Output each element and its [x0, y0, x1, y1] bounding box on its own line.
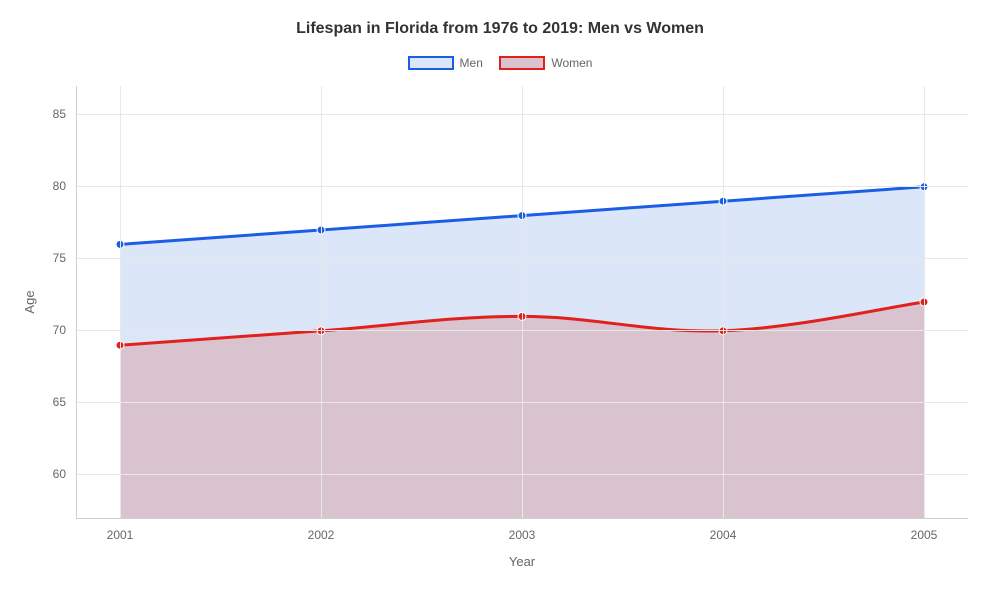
y-tick-label: 80	[53, 179, 66, 193]
grid-line-v	[522, 86, 523, 518]
grid-line-v	[120, 86, 121, 518]
x-tick-label: 2001	[107, 528, 134, 542]
x-tick-label: 2004	[710, 528, 737, 542]
legend-label-women: Women	[551, 56, 592, 70]
x-axis-line	[76, 518, 968, 519]
y-tick-label: 75	[53, 251, 66, 265]
grid-line-v	[723, 86, 724, 518]
chart-container: Lifespan in Florida from 1976 to 2019: M…	[0, 0, 1000, 600]
grid-line-v	[321, 86, 322, 518]
chart-title: Lifespan in Florida from 1976 to 2019: M…	[0, 20, 1000, 38]
y-tick-label: 60	[53, 467, 66, 481]
x-axis-label: Year	[509, 554, 535, 569]
x-tick-label: 2005	[911, 528, 938, 542]
grid-line-h	[76, 258, 968, 259]
y-tick-label: 70	[53, 323, 66, 337]
legend-item-women[interactable]: Women	[499, 56, 592, 70]
legend-swatch-men	[408, 56, 454, 70]
grid-line-h	[76, 186, 968, 187]
grid-line-h	[76, 402, 968, 403]
y-axis-line	[76, 86, 77, 518]
y-tick-label: 65	[53, 395, 66, 409]
x-tick-label: 2002	[308, 528, 335, 542]
chart-legend: Men Women	[0, 56, 1000, 75]
legend-label-men: Men	[460, 56, 483, 70]
x-tick-label: 2003	[509, 528, 536, 542]
plot-area	[76, 86, 968, 518]
y-axis-label: Age	[22, 290, 37, 313]
grid-line-h	[76, 474, 968, 475]
y-tick-label: 85	[53, 107, 66, 121]
grid-line-v	[924, 86, 925, 518]
legend-swatch-women	[499, 56, 545, 70]
grid-line-h	[76, 114, 968, 115]
grid-line-h	[76, 330, 968, 331]
legend-item-men[interactable]: Men	[408, 56, 483, 70]
